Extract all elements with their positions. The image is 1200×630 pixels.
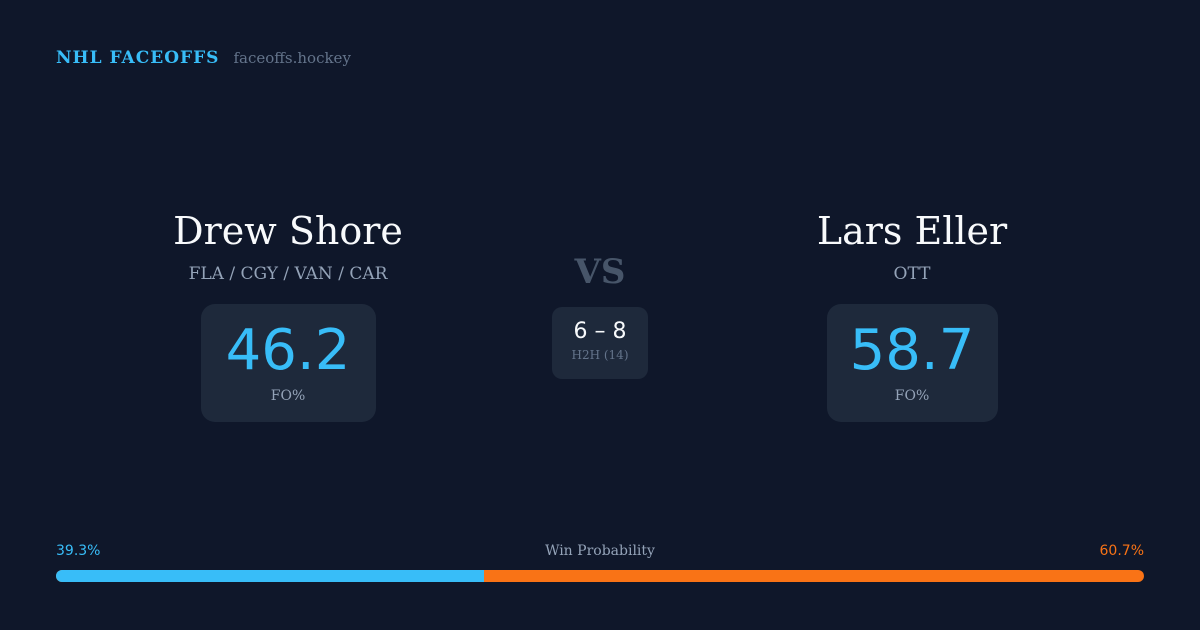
brand-title: NHL FACEOFFS [56, 48, 220, 68]
left-win-prob: 39.3% [56, 543, 101, 559]
right-fo-card: 58.7 FO% [826, 304, 998, 422]
left-fo-card: 46.2 FO% [200, 304, 376, 422]
vs-label: VS [574, 252, 626, 292]
left-fo-value: 46.2 [225, 318, 351, 383]
win-prob-bar [56, 570, 1144, 582]
right-fo-label: FO% [894, 388, 930, 404]
h2h-label: H2H (14) [571, 348, 629, 362]
brand: NHL FACEOFFS faceoffs.hockey [56, 48, 351, 68]
h2h-score: 6 – 8 [573, 319, 627, 344]
left-fo-label: FO% [270, 388, 306, 404]
left-player-name: Drew Shore [173, 209, 403, 253]
win-prob-left-fill [56, 570, 484, 582]
h2h-card: 6 – 8 H2H (14) [552, 307, 648, 379]
left-player-teams: FLA / CGY / VAN / CAR [188, 264, 388, 284]
right-win-prob: 60.7% [1099, 543, 1144, 559]
right-player-name: Lars Eller [816, 209, 1008, 253]
right-fo-value: 58.7 [849, 318, 975, 383]
brand-url: faceoffs.hockey [233, 49, 351, 67]
right-player: Lars Eller OTT 58.7 FO% [702, 205, 1122, 422]
left-player: Drew Shore FLA / CGY / VAN / CAR 46.2 FO… [78, 205, 498, 422]
win-prob-label: Win Probability [545, 543, 655, 559]
right-player-teams: OTT [893, 264, 931, 284]
